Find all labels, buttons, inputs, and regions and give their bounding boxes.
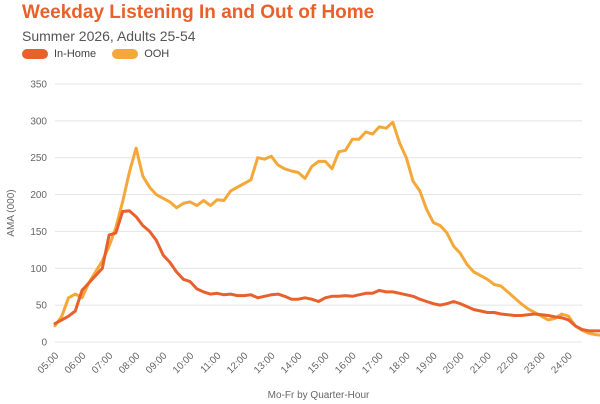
y-tick-label-350: 350 (30, 80, 47, 91)
x-tick-label-15:00: 15:00 (306, 350, 332, 376)
x-tick-label-23:00: 23:00 (522, 350, 548, 376)
legend-swatch-in-home (22, 49, 48, 59)
legend-item-in-home: In-Home (22, 48, 96, 60)
y-axis-label: AMA (000) (6, 189, 17, 236)
legend-item-ooh: OOH (112, 48, 169, 60)
chart-legend: In-Home OOH (22, 48, 185, 60)
x-tick-label-24:00: 24:00 (549, 350, 575, 376)
x-tick-label-12:00: 12:00 (225, 350, 251, 376)
y-tick-label-250: 250 (30, 153, 47, 164)
x-tick-label-05:00: 05:00 (36, 350, 62, 376)
x-tick-label-14:00: 14:00 (279, 350, 305, 376)
series-line-in-home (53, 209, 600, 333)
x-tick-label-11:00: 11:00 (199, 350, 224, 375)
chart-title: Weekday Listening In and Out of Home (22, 2, 375, 23)
y-tick-label-0: 0 (41, 338, 47, 349)
x-tick-label-07:00: 07:00 (90, 350, 116, 376)
x-tick-label-18:00: 18:00 (387, 350, 413, 376)
x-axis-label: Mo-Fr by Quarter-Hour (268, 390, 370, 401)
legend-label-in-home: In-Home (54, 48, 97, 60)
x-tick-label-16:00: 16:00 (333, 350, 359, 376)
x-tick-label-19:00: 19:00 (414, 350, 440, 376)
x-tick-label-08:00: 08:00 (117, 350, 143, 376)
x-tick-label-22:00: 22:00 (495, 350, 521, 376)
x-tick-label-17:00: 17:00 (360, 350, 386, 376)
x-tick-label-20:00: 20:00 (441, 350, 467, 376)
y-tick-label-300: 300 (30, 116, 47, 127)
y-tick-label-200: 200 (30, 190, 47, 201)
legend-label-ooh: OOH (144, 48, 170, 60)
x-tick-label-06:00: 06:00 (63, 350, 89, 376)
y-tick-label-100: 100 (30, 264, 47, 275)
x-tick-label-09:00: 09:00 (144, 350, 170, 376)
y-tick-label-50: 50 (36, 301, 48, 312)
x-tick-label-21:00: 21:00 (468, 350, 494, 376)
x-tick-label-13:00: 13:00 (252, 350, 278, 376)
chart-subtitle: Summer 2026, Adults 25-54 (22, 28, 196, 44)
y-tick-label-150: 150 (30, 227, 47, 238)
x-tick-label-10:00: 10:00 (171, 350, 197, 376)
legend-swatch-ooh (112, 49, 139, 59)
series-line-ooh (53, 120, 600, 337)
